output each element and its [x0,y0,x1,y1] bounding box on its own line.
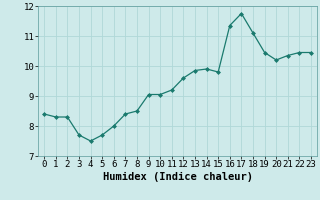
X-axis label: Humidex (Indice chaleur): Humidex (Indice chaleur) [103,172,252,182]
